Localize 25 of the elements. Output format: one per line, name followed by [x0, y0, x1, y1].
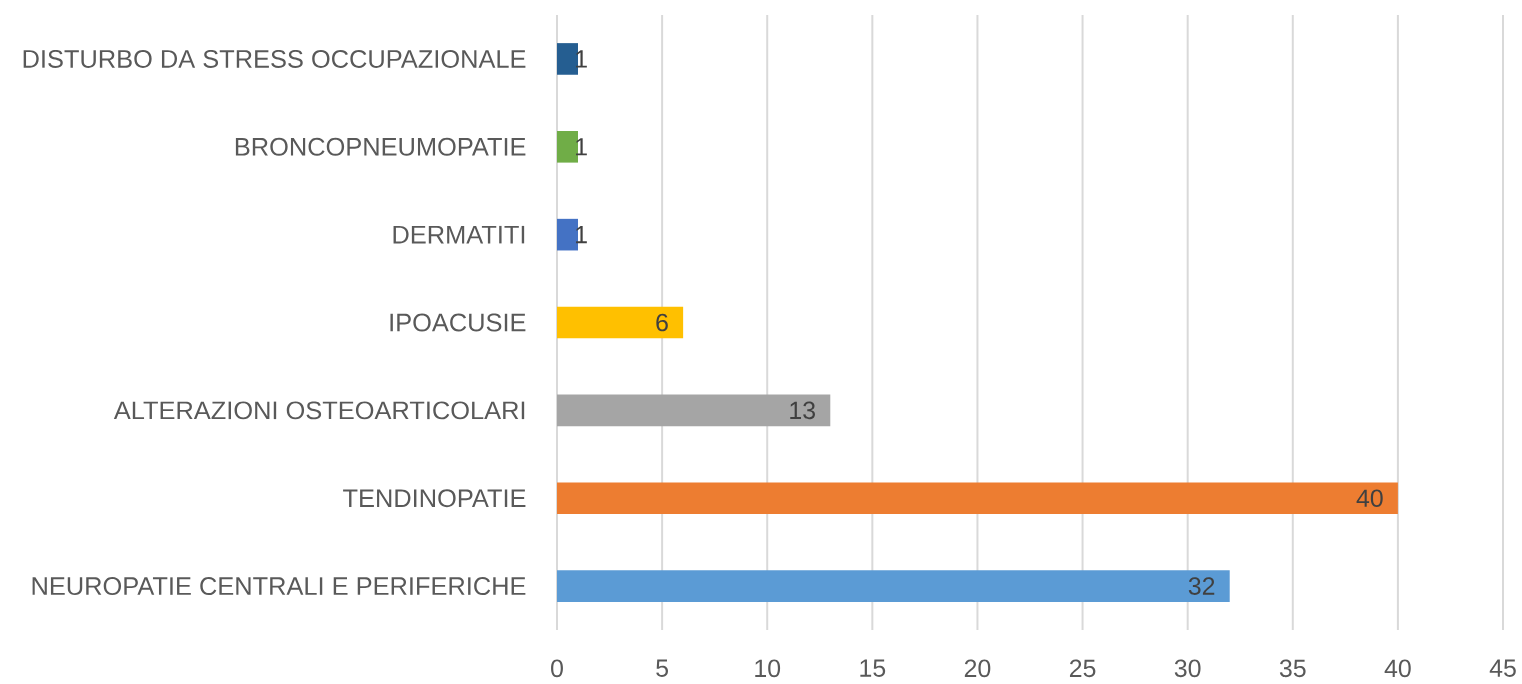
bar	[557, 394, 831, 427]
y-tick-label: ALTERAZIONI OSTEOARTICOLARI	[113, 401, 525, 420]
x-tick-label: 0	[551, 659, 563, 678]
y-tick-label: DISTURBO DA STRESS OCCUPAZIONALE	[23, 49, 526, 68]
data-label: 40	[1356, 489, 1383, 508]
data-label: 32	[1188, 577, 1215, 595]
data-label: 13	[790, 401, 815, 420]
data-label: 6	[656, 313, 668, 332]
bar	[557, 570, 1230, 602]
x-tick-label: 40	[1384, 659, 1411, 678]
y-tick-label: BRONCOPNEUMOPATIE	[235, 137, 526, 156]
x-tick-label: 45	[1489, 659, 1516, 677]
y-tick-label: NEUROPATIE CENTRALI E PERIFERICHE	[32, 577, 526, 596]
x-tick-label: 35	[1279, 659, 1306, 678]
x-tick-label: 15	[860, 659, 886, 677]
x-tick-label: 5	[656, 659, 668, 677]
x-tick-label: 30	[1174, 659, 1201, 678]
y-tick-label: DERMATITI	[393, 225, 525, 244]
y-tick-label: IPOACUSIE	[390, 313, 526, 332]
bar	[557, 306, 684, 339]
bar	[557, 482, 1398, 515]
x-tick-label: 25	[1069, 659, 1096, 678]
y-tick-label: TENDINOPATIE	[343, 489, 526, 508]
x-tick-label: 20	[964, 659, 991, 678]
x-tick-label: 10	[755, 659, 781, 678]
